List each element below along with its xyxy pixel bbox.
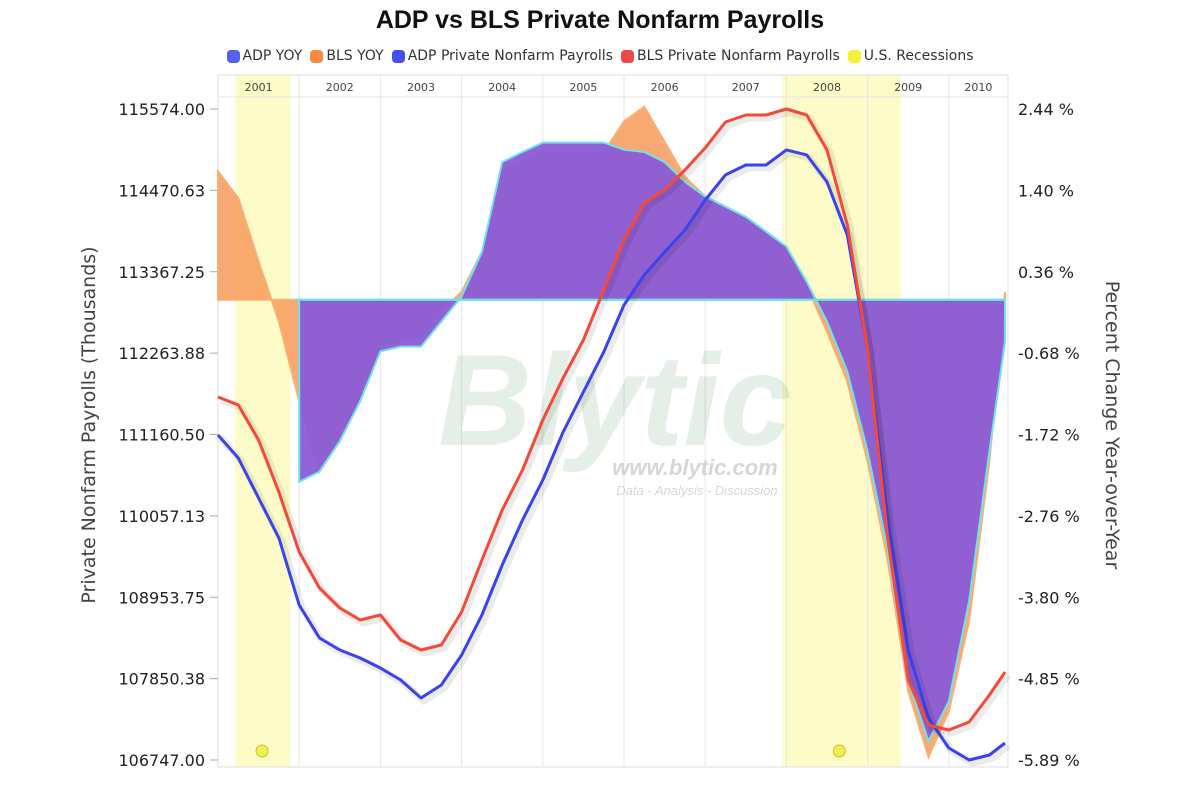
year-label: 2004 <box>488 81 516 94</box>
y2-tick-label: -1.72 % <box>1018 426 1080 445</box>
y-tick-label: 114470.63 <box>118 181 205 200</box>
watermark: Blytic <box>438 327 792 473</box>
legend-label: ADP Private Nonfarm Payrolls <box>407 48 613 64</box>
adp-payrolls-shadow <box>218 149 1011 767</box>
y-tick-label: 106747.00 <box>118 751 205 770</box>
legend-swatch <box>847 49 861 63</box>
legend-swatch <box>391 49 405 63</box>
legend-item-bls-yoy[interactable]: BLS YOY <box>310 48 384 64</box>
y2-tick-label: 0.36 % <box>1018 263 1074 282</box>
adp-yoy-area <box>298 141 1006 744</box>
year-label: 2005 <box>569 81 597 94</box>
recession-marker-icon[interactable] <box>832 744 846 758</box>
legend-item-recessions[interactable]: U.S. Recessions <box>847 48 974 64</box>
bls-payrolls-line <box>217 107 1007 732</box>
y-tick-label: 115574.00 <box>118 100 205 119</box>
y2-tick-label: -5.89 % <box>1018 751 1080 770</box>
year-label: 2008 <box>813 81 841 94</box>
recession-marker-icon[interactable] <box>255 744 269 758</box>
year-label: 2006 <box>651 81 679 94</box>
y2-tick-label: -4.85 % <box>1018 670 1080 689</box>
year-label: 2002 <box>326 81 354 94</box>
y-tick-label: 110057.13 <box>118 507 205 526</box>
year-label: 2001 <box>245 81 273 94</box>
legend-label: U.S. Recessions <box>863 48 974 64</box>
legend-swatch <box>310 49 324 63</box>
legend-item-bls-payrolls[interactable]: BLS Private Nonfarm Payrolls <box>620 48 840 64</box>
y-tick-label: 112263.88 <box>118 344 205 363</box>
y-axis-label: Private Nonfarm Payrolls (Thousands) <box>78 246 100 603</box>
legend: ADP YOY BLS YOY ADP Private Nonfarm Payr… <box>0 48 1200 64</box>
y-tick-label: 111160.50 <box>118 426 205 445</box>
recession-band <box>235 75 291 767</box>
y2-tick-label: 1.40 % <box>1018 181 1074 200</box>
y2-tick-label: -2.76 % <box>1018 507 1080 526</box>
watermark-logo: Blytic <box>438 327 792 473</box>
legend-item-adp-yoy[interactable]: ADP YOY <box>226 48 303 64</box>
plot-border <box>217 74 1009 768</box>
y2-tick-label: -3.80 % <box>1018 588 1080 607</box>
y2-tick-label: 2.44 % <box>1018 100 1074 119</box>
legend-label: BLS YOY <box>326 48 384 64</box>
year-label: 2010 <box>964 81 992 94</box>
y-tick-label: 107850.38 <box>118 670 205 689</box>
legend-label: BLS Private Nonfarm Payrolls <box>636 48 840 64</box>
year-label: 2003 <box>407 81 435 94</box>
legend-swatch <box>226 49 240 63</box>
watermark-tagline: Data - Analysis - Discussion <box>616 483 777 498</box>
y2-axis-label: Percent Change Year-over-Year <box>1101 281 1123 570</box>
watermark-url: www.blytic.com <box>612 455 777 480</box>
y2-tick-label: -0.68 % <box>1018 344 1080 363</box>
year-label: 2009 <box>894 81 922 94</box>
legend-label: ADP YOY <box>242 48 303 64</box>
chart-title: ADP vs BLS Private Nonfarm Payrolls <box>375 6 825 34</box>
legend-item-adp-payrolls[interactable]: ADP Private Nonfarm Payrolls <box>391 48 613 64</box>
legend-swatch <box>620 49 634 63</box>
y-tick-label: 108953.75 <box>118 588 205 607</box>
y-tick-label: 113367.25 <box>118 263 205 282</box>
year-label: 2007 <box>732 81 760 94</box>
